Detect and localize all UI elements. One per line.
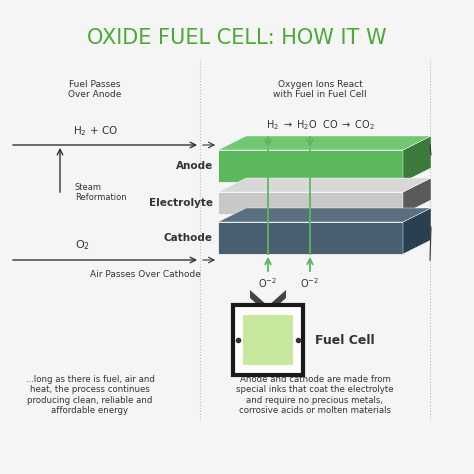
FancyBboxPatch shape: [243, 315, 293, 365]
FancyBboxPatch shape: [233, 305, 303, 375]
Polygon shape: [403, 208, 431, 254]
Polygon shape: [218, 150, 403, 182]
Text: Anode: Anode: [176, 161, 213, 171]
Text: O$_2$: O$_2$: [75, 238, 90, 252]
Text: Fuel Passes
Over Anode: Fuel Passes Over Anode: [68, 80, 122, 100]
Text: H$_2$ + CO: H$_2$ + CO: [73, 124, 118, 138]
Text: Anode and cathode are made from
special inks that coat the electrolyte
and requi: Anode and cathode are made from special …: [236, 375, 394, 415]
Text: O$^{-2}$: O$^{-2}$: [301, 276, 319, 290]
Polygon shape: [218, 136, 431, 150]
Text: OXIDE FUEL CELL: HOW IT W: OXIDE FUEL CELL: HOW IT W: [87, 28, 387, 48]
Text: Electrolyte: Electrolyte: [149, 198, 213, 208]
Polygon shape: [218, 192, 403, 214]
Polygon shape: [250, 304, 286, 328]
Text: H$_2$ $\rightarrow$ H$_2$O  CO $\rightarrow$ CO$_2$: H$_2$ $\rightarrow$ H$_2$O CO $\rightarr…: [265, 118, 374, 132]
Polygon shape: [403, 178, 431, 214]
Text: Fuel Cell: Fuel Cell: [315, 334, 374, 346]
Polygon shape: [403, 136, 431, 182]
Text: ...long as there is fuel, air and
heat, the process continues
producing clean, r: ...long as there is fuel, air and heat, …: [26, 375, 155, 415]
Text: Air Passes Over Cathode: Air Passes Over Cathode: [90, 270, 201, 279]
Polygon shape: [250, 290, 286, 314]
Polygon shape: [218, 178, 431, 192]
Polygon shape: [218, 222, 403, 254]
Text: O$^{-2}$: O$^{-2}$: [258, 276, 277, 290]
Polygon shape: [218, 208, 431, 222]
Text: Oxygen Ions React
with Fuel in Fuel Cell: Oxygen Ions React with Fuel in Fuel Cell: [273, 80, 367, 100]
Text: Cathode: Cathode: [164, 233, 213, 243]
Text: Steam
Reformation: Steam Reformation: [75, 183, 127, 202]
